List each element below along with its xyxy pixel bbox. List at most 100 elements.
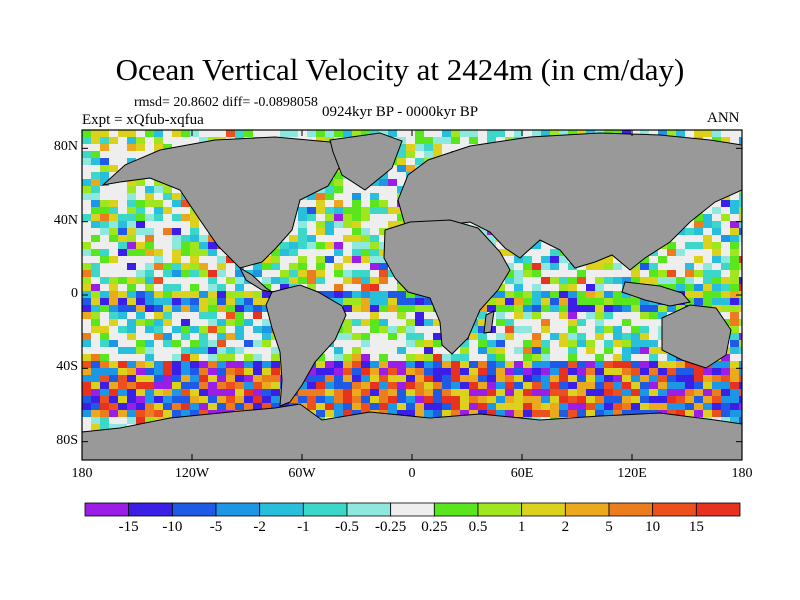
ocean-cell [253, 130, 263, 138]
ocean-cell [541, 130, 551, 138]
ocean-cell [136, 284, 146, 292]
ocean-cell [190, 410, 200, 418]
ocean-cell [298, 396, 308, 404]
ocean-cell [370, 361, 380, 369]
ocean-cell [559, 375, 569, 383]
ocean-cell [199, 298, 209, 306]
ocean-cell [136, 277, 146, 285]
ocean-cell [361, 228, 371, 236]
ocean-cell [145, 270, 155, 278]
ocean-cell [145, 361, 155, 369]
ocean-cell [649, 368, 659, 376]
ocean-cell [307, 207, 317, 215]
ocean-cell [208, 277, 218, 285]
ocean-cell [739, 298, 742, 306]
ocean-cell [361, 263, 371, 271]
ocean-cell [694, 130, 704, 138]
ocean-cell [82, 284, 92, 292]
ocean-cell [604, 354, 614, 362]
ocean-cell [397, 312, 407, 320]
ocean-cell [586, 312, 596, 320]
ocean-cell [487, 389, 497, 397]
ocean-cell [424, 361, 434, 369]
ocean-cell [145, 186, 155, 194]
ocean-cell [532, 270, 542, 278]
ocean-cell [154, 256, 164, 264]
ocean-cell [541, 242, 551, 250]
ocean-cell [199, 361, 209, 369]
ocean-cell [280, 256, 290, 264]
ocean-cell [361, 333, 371, 341]
ocean-cell [721, 235, 731, 243]
ocean-cell [343, 263, 353, 271]
ocean-cell [226, 277, 236, 285]
ocean-cell [118, 368, 128, 376]
ocean-cell [226, 312, 236, 320]
ocean-cell [703, 270, 713, 278]
ocean-cell [388, 326, 398, 334]
ocean-cell [172, 389, 182, 397]
ocean-cell [316, 200, 326, 208]
ocean-cell [370, 193, 380, 201]
ocean-cell [658, 305, 668, 313]
ocean-cell [712, 389, 722, 397]
ocean-cell [370, 284, 380, 292]
ocean-cell [181, 298, 191, 306]
ocean-cell [397, 403, 407, 411]
x-tick-label: 180 [731, 466, 753, 481]
ocean-cell [622, 382, 632, 390]
ocean-cell [514, 382, 524, 390]
colorbar-swatch [521, 502, 566, 517]
ocean-cell [514, 410, 524, 418]
ocean-cell [361, 361, 371, 369]
ocean-cell [658, 312, 668, 320]
ocean-cell [154, 291, 164, 299]
ocean-cell [163, 382, 173, 390]
ocean-cell [154, 214, 164, 222]
ocean-cell [325, 270, 335, 278]
ocean-cell [235, 396, 245, 404]
ocean-cell [361, 396, 371, 404]
ocean-cell [163, 200, 173, 208]
ocean-cell [433, 130, 443, 138]
ocean-cell [109, 270, 119, 278]
ocean-cell [181, 207, 191, 215]
ocean-cell [568, 277, 578, 285]
ocean-cell [262, 361, 272, 369]
ocean-cell [730, 333, 740, 341]
ocean-cell [550, 130, 560, 138]
ocean-cell [424, 410, 434, 418]
ocean-cell [676, 235, 686, 243]
ocean-cell [667, 277, 677, 285]
ocean-cell [82, 130, 92, 138]
ocean-cell [478, 333, 488, 341]
ocean-cell [172, 193, 182, 201]
ocean-cell [586, 298, 596, 306]
ocean-cell [595, 361, 605, 369]
ocean-cell [163, 228, 173, 236]
ocean-cell [199, 312, 209, 320]
ocean-cell [730, 193, 740, 201]
ocean-cell [226, 284, 236, 292]
ocean-cell [100, 417, 110, 425]
ocean-cell [91, 277, 101, 285]
colorbar-level-label: -15 [118, 519, 139, 535]
ocean-cell [739, 200, 742, 208]
ocean-cell [505, 403, 515, 411]
ocean-cell [586, 410, 596, 418]
ocean-cell [631, 277, 641, 285]
ocean-cell [568, 396, 578, 404]
ocean-cell [496, 375, 506, 383]
ocean-cell [595, 389, 605, 397]
ocean-cell [271, 263, 281, 271]
ocean-cell [190, 256, 200, 264]
ocean-cell [136, 347, 146, 355]
ocean-cell [703, 207, 713, 215]
ocean-cell [478, 382, 488, 390]
ocean-cell [379, 368, 389, 376]
ocean-cell [514, 347, 524, 355]
ocean-cell [586, 396, 596, 404]
ocean-cell [712, 277, 722, 285]
ocean-cell [91, 382, 101, 390]
ocean-cell [487, 354, 497, 362]
